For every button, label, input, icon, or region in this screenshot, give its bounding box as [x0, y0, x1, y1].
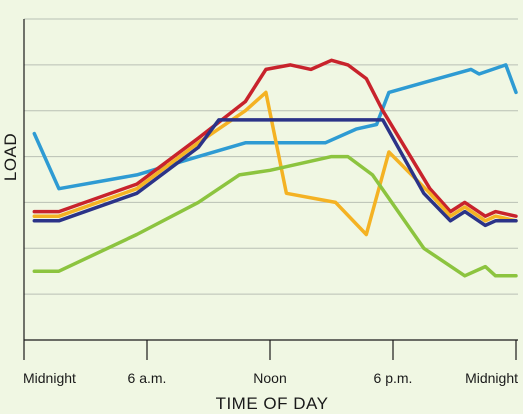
x-axis-title: TIME OF DAY [216, 394, 329, 413]
x-tick-label: Midnight [23, 370, 76, 386]
series-line-5 [32, 154, 518, 278]
x-tick-labels: Midnight 6 a.m. Noon 6 p.m. Midnight [23, 370, 518, 386]
y-axis-title: LOAD [1, 133, 20, 181]
x-tick-label: Noon [253, 370, 286, 386]
x-tick-label: 6 p.m. [374, 370, 413, 386]
x-tick-label: Midnight [465, 370, 518, 386]
series-line-4 [32, 118, 518, 228]
series-line-1 [32, 63, 518, 191]
series-line-2 [32, 58, 518, 218]
axes [23, 19, 518, 360]
series-lines [32, 58, 518, 278]
x-tick-label: 6 a.m. [128, 370, 167, 386]
series-line-3 [32, 90, 518, 237]
